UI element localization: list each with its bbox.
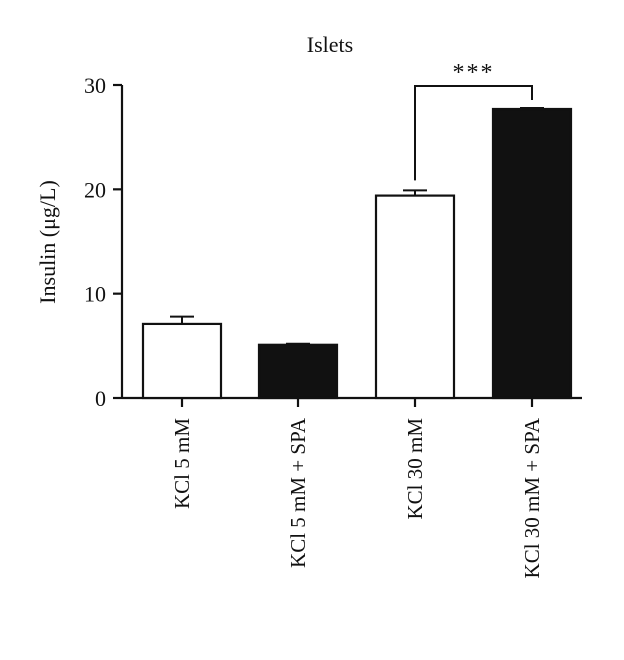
x-category-label: KCl 30 mM + SPA (520, 417, 544, 578)
x-category-label: KCl 30 mM (403, 418, 427, 520)
y-tick-label: 0 (95, 386, 106, 411)
significance-annotations: *** (414, 60, 533, 181)
y-axis-label: Insulin (μg/L) (35, 180, 60, 304)
y-axis-ticks: 0 10 20 30 (84, 73, 122, 411)
chart-title: Islets (307, 32, 353, 57)
y-tick-label: 10 (84, 282, 106, 307)
significance-bracket (414, 85, 533, 181)
x-category-label: KCl 5 mM (170, 418, 194, 509)
bar (491, 107, 573, 400)
y-tick-label: 30 (84, 73, 106, 98)
x-category-label: KCl 5 mM + SPA (286, 417, 310, 568)
bar (141, 322, 223, 400)
significance-label: *** (453, 60, 495, 86)
x-axis-categories: KCl 5 mM KCl 5 mM + SPA KCl 30 mM KCl 30 mM… (170, 398, 544, 578)
bar (374, 194, 456, 400)
bar (257, 343, 339, 400)
y-tick-label: 20 (84, 177, 106, 202)
bars (141, 107, 573, 400)
error-bars (170, 106, 544, 345)
